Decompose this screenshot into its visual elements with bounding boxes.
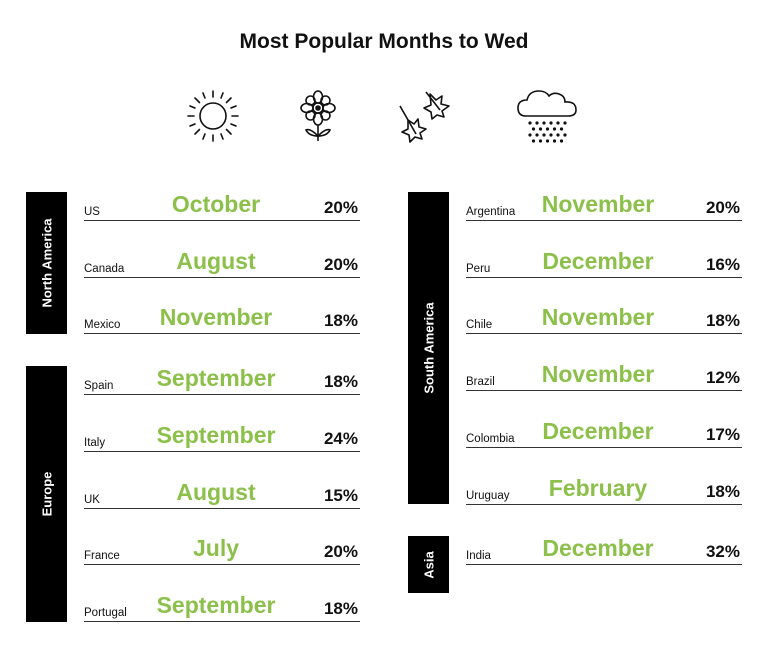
percentage-value: 18% xyxy=(323,598,358,618)
region-label: North America xyxy=(26,192,67,335)
popular-month: August xyxy=(176,247,256,274)
popular-month: February xyxy=(548,474,648,501)
popular-month: December xyxy=(542,417,654,444)
popular-month: September xyxy=(156,591,276,618)
sun-icon xyxy=(183,86,243,146)
percentage-value: 20% xyxy=(705,198,740,217)
table-row: Italy September 24% xyxy=(84,395,360,452)
country-name: Uruguay xyxy=(466,489,510,502)
country-name: Spain xyxy=(84,380,114,393)
flower-icon xyxy=(288,86,348,146)
table-row: India December 32% xyxy=(466,508,742,566)
region-label: Europe xyxy=(26,366,67,622)
percentage-value: 17% xyxy=(705,424,740,444)
table-row: Portugal September 18% xyxy=(84,565,360,622)
region-name: South America xyxy=(421,302,436,394)
popular-month: September xyxy=(156,365,276,392)
percentage-value: 15% xyxy=(323,485,358,505)
popular-month: December xyxy=(542,247,654,274)
popular-month: December xyxy=(542,535,654,562)
popular-month: August xyxy=(176,478,256,505)
table-row: Spain September 18% xyxy=(84,338,360,396)
table-row: Uruguay February 18% xyxy=(466,448,742,505)
table-row: Mexico November 18% xyxy=(84,277,360,335)
country-name: Argentina xyxy=(466,206,516,218)
country-name: India xyxy=(466,550,491,563)
region-name: North America xyxy=(39,218,54,308)
country-name: Canada xyxy=(84,262,125,275)
popular-month: November xyxy=(541,361,655,388)
country-name: Chile xyxy=(466,319,493,332)
percentage-value: 32% xyxy=(705,542,740,562)
percentage-value: 20% xyxy=(323,542,358,562)
table-row: Argentina November 20% xyxy=(466,164,742,221)
region-name: Asia xyxy=(421,550,436,579)
percentage-value: 16% xyxy=(705,254,740,274)
chart-title: Most Popular Months to Wed xyxy=(239,30,529,53)
country-name: Portugal xyxy=(84,606,127,619)
popular-month: October xyxy=(171,191,261,217)
region-label: South America xyxy=(408,192,449,505)
table-row: Colombia December 17% xyxy=(466,391,742,448)
region-label: Asia xyxy=(408,536,449,593)
region-name: Europe xyxy=(39,471,54,517)
popular-month: November xyxy=(541,191,655,217)
table-row: Chile November 18% xyxy=(466,277,742,335)
table-row: Canada August 20% xyxy=(84,221,360,278)
percentage-value: 12% xyxy=(705,368,740,388)
percentage-value: 18% xyxy=(323,372,358,392)
percentage-value: 18% xyxy=(705,481,740,501)
country-name: France xyxy=(84,550,120,563)
percentage-value: 20% xyxy=(323,198,358,217)
table-row: US October 20% xyxy=(84,164,360,221)
table-row: Peru December 16% xyxy=(466,221,742,278)
popular-month: September xyxy=(156,421,276,448)
percentage-value: 18% xyxy=(705,311,740,331)
table-row: Brazil November 12% xyxy=(466,334,742,392)
percentage-value: 18% xyxy=(323,311,358,331)
country-name: Peru xyxy=(466,262,491,275)
popular-month: November xyxy=(159,304,273,331)
country-name: Brazil xyxy=(466,376,495,389)
percentage-value: 20% xyxy=(323,254,358,274)
popular-month: July xyxy=(192,535,240,562)
snow-cloud-icon xyxy=(516,86,580,146)
popular-month: November xyxy=(541,304,655,331)
table-row: UK August 15% xyxy=(84,452,360,509)
country-name: Italy xyxy=(84,436,106,449)
percentage-value: 24% xyxy=(323,428,358,448)
leaves-icon xyxy=(394,86,454,146)
country-name: Mexico xyxy=(84,319,121,332)
country-name: UK xyxy=(84,493,100,506)
table-row: France July 20% xyxy=(84,508,360,566)
country-name: US xyxy=(84,206,100,218)
country-name: Colombia xyxy=(466,432,515,445)
